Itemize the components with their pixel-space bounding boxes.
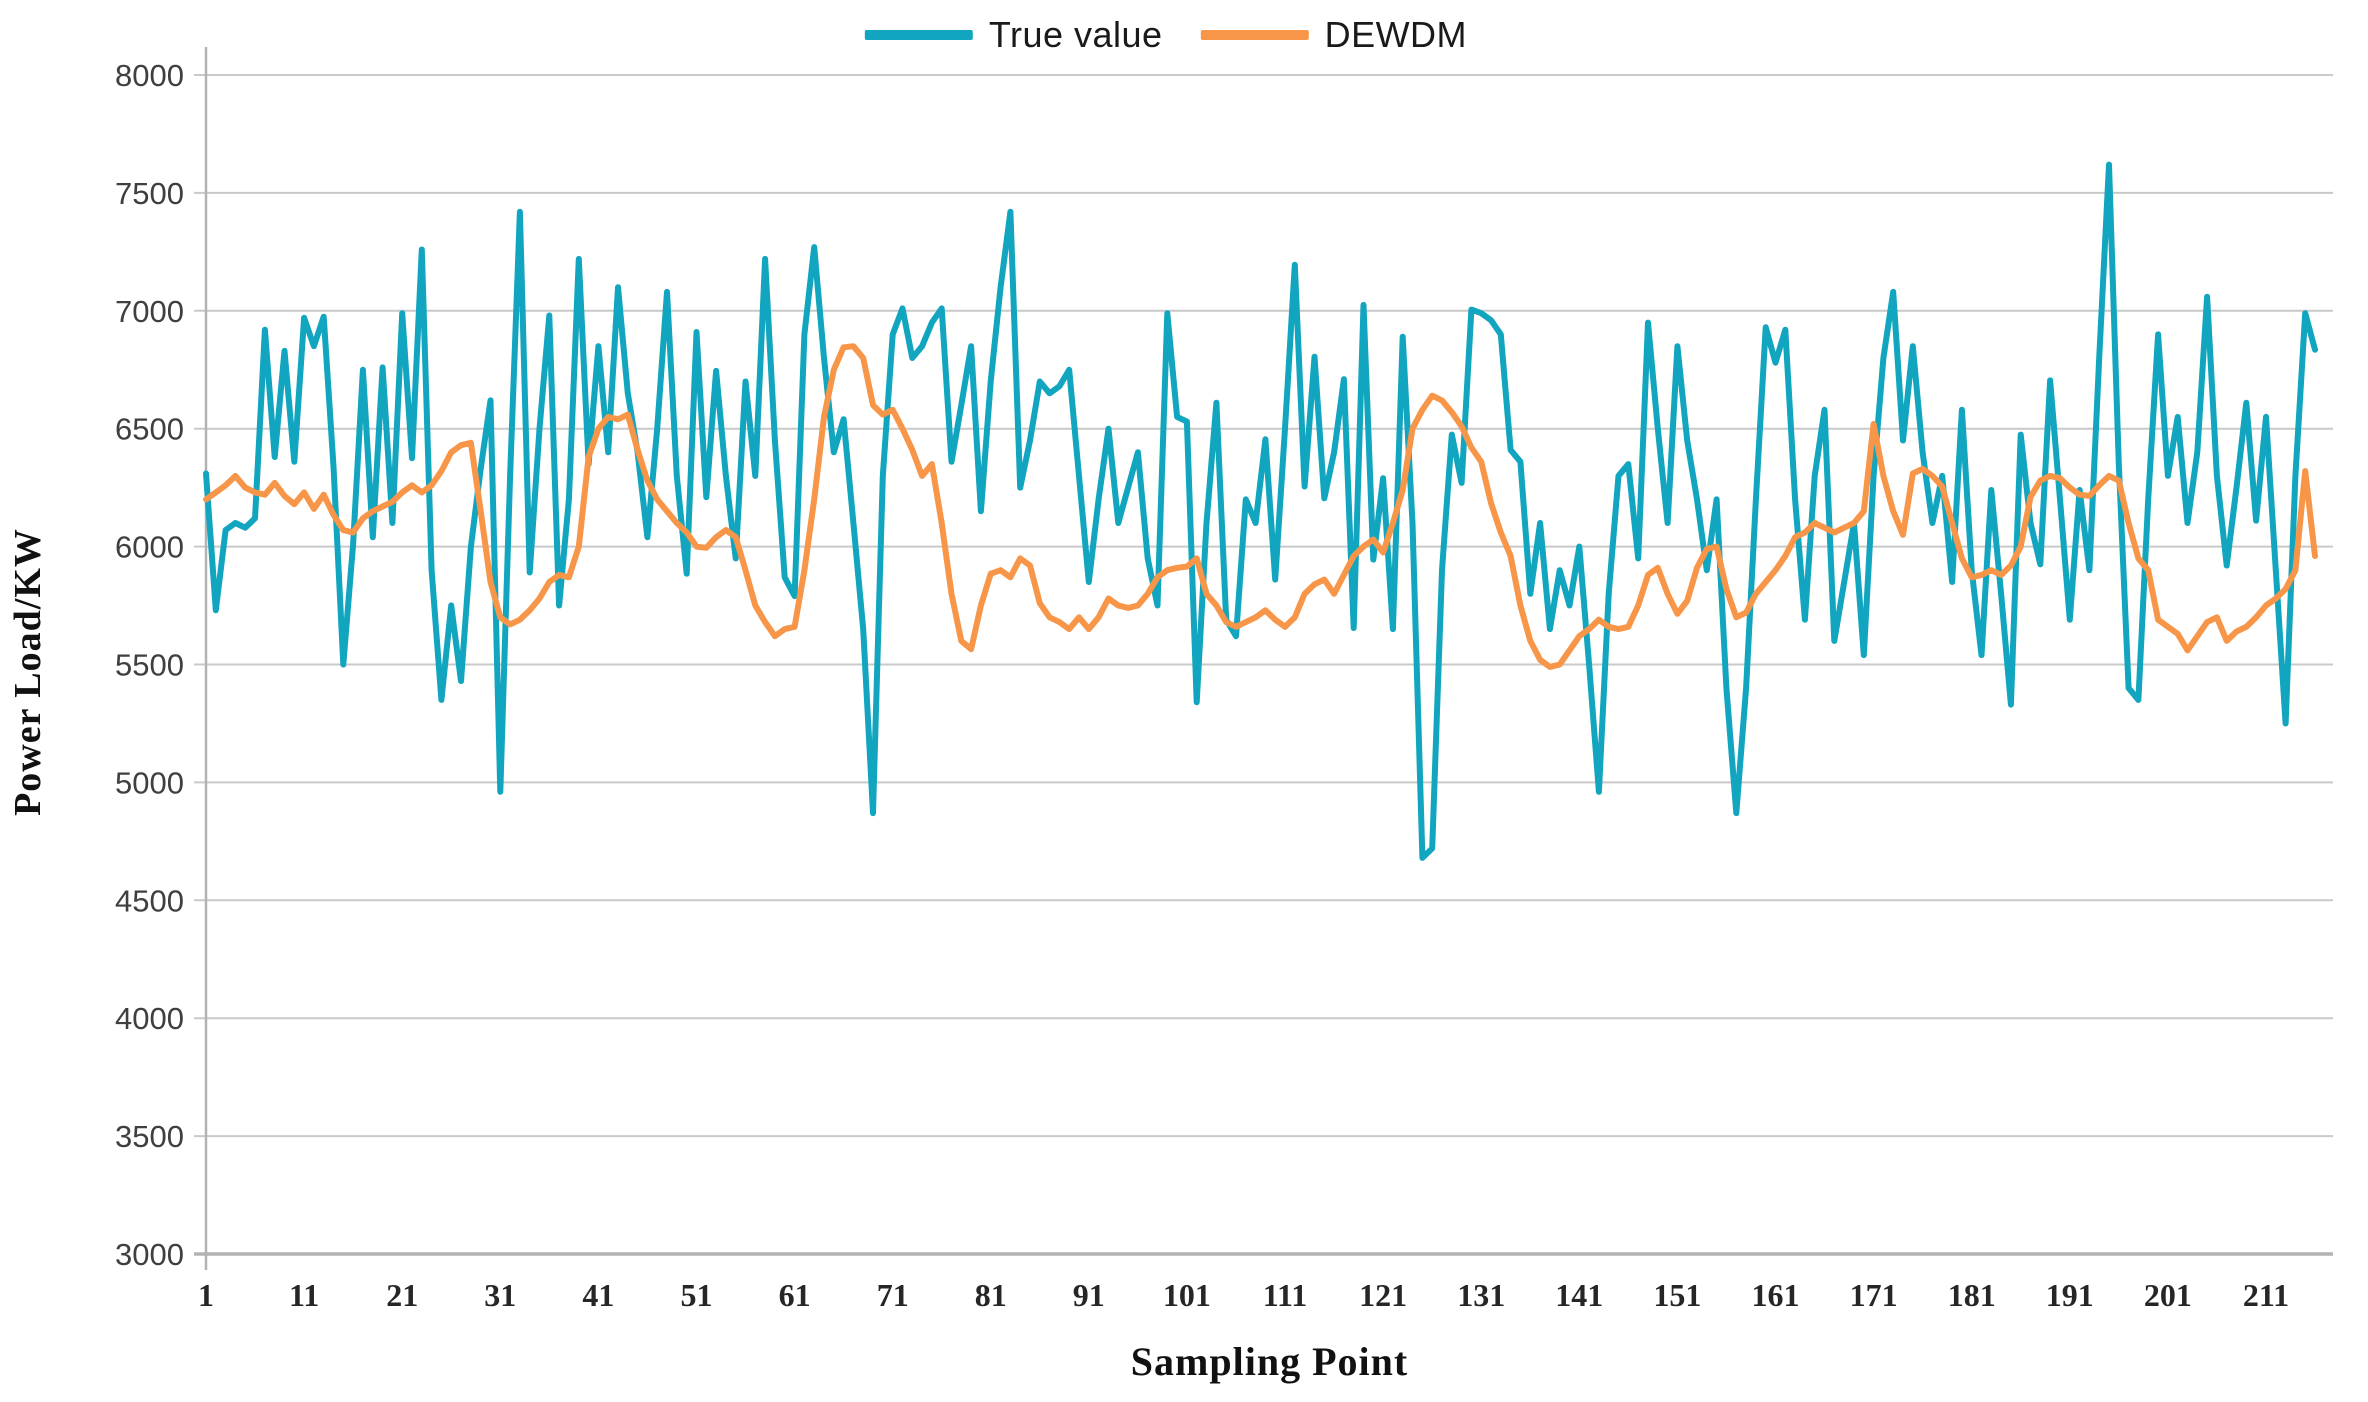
x-tick-label: 121: [1359, 1277, 1407, 1313]
x-tick-label: 171: [1850, 1277, 1898, 1313]
y-tick-label: 3500: [115, 1119, 184, 1154]
series-line-true-value: [203, 161, 2318, 861]
legend-item-true-value: True value: [864, 14, 1163, 56]
legend-item-dewdm: DEWDM: [1200, 14, 1468, 56]
legend-label-dewdm: DEWDM: [1324, 14, 1468, 55]
x-tick-label: 211: [2243, 1277, 2289, 1313]
legend-swatch: [1200, 30, 1309, 40]
x-tick-label: 131: [1457, 1277, 1505, 1313]
x-tick-label: 71: [877, 1277, 909, 1313]
y-tick-label: 7000: [115, 294, 184, 329]
x-tick-label: 81: [975, 1277, 1007, 1313]
x-tick-label: 91: [1073, 1277, 1105, 1313]
series-line-dewdm: [203, 343, 2318, 670]
x-tick-label: 161: [1752, 1277, 1800, 1313]
x-tick-label: 201: [2144, 1277, 2192, 1313]
x-tick-label: 141: [1555, 1277, 1603, 1313]
x-tick-label: 111: [1263, 1277, 1307, 1313]
y-tick-label: 7500: [115, 176, 184, 211]
x-tick-label: 41: [582, 1277, 614, 1313]
y-tick-label: 6500: [115, 412, 184, 447]
chart-legend: True value DEWDM: [864, 14, 1468, 56]
y-tick-label: 5000: [115, 765, 184, 800]
x-tick-label: 191: [2046, 1277, 2094, 1313]
y-tick-label: 6000: [115, 530, 184, 565]
y-tick-label: 3000: [115, 1237, 184, 1272]
legend-label-true-value: True value: [988, 14, 1163, 55]
x-tick-label: 31: [484, 1277, 516, 1313]
y-tick-label: 8000: [115, 58, 184, 93]
x-tick-label: 181: [1948, 1277, 1996, 1313]
x-tick-label: 61: [779, 1277, 811, 1313]
x-tick-label: 11: [289, 1277, 319, 1313]
x-tick-label: 51: [681, 1277, 713, 1313]
x-tick-label: 151: [1653, 1277, 1701, 1313]
x-tick-label: 101: [1163, 1277, 1211, 1313]
x-tick-label: 1: [198, 1277, 214, 1313]
legend-swatch: [864, 30, 973, 40]
y-tick-label: 5500: [115, 648, 184, 683]
y-tick-label: 4500: [115, 883, 184, 918]
x-axis-title: Sampling Point: [1130, 1339, 1409, 1384]
x-tick-label: 21: [386, 1277, 418, 1313]
y-tick-label: 4000: [115, 1001, 184, 1036]
